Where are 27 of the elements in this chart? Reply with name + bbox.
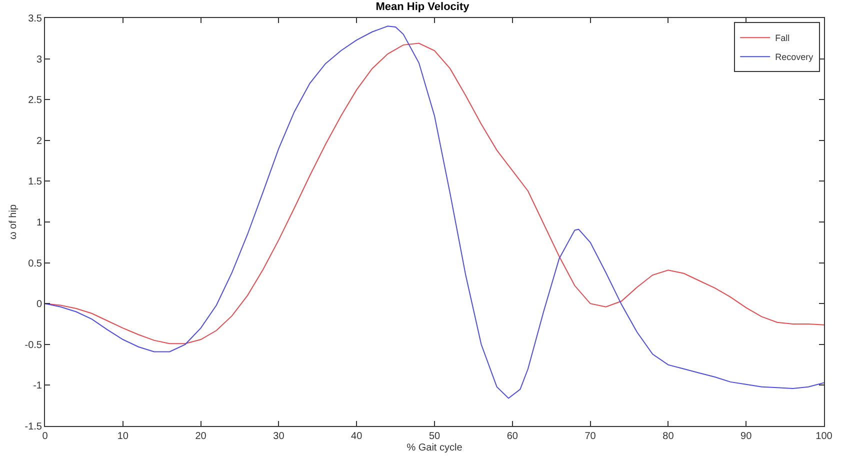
y-tick-label: 2	[36, 136, 42, 147]
x-axis-title: % Gait cycle	[406, 442, 463, 454]
x-tick-label: 50	[428, 431, 440, 442]
chart-title: Mean Hip Velocity	[376, 1, 470, 14]
x-tick-label: 40	[351, 431, 363, 442]
y-tick-label: 1.5	[28, 176, 42, 188]
x-tick-label: 30	[273, 431, 285, 442]
x-tick-label: 10	[117, 431, 129, 442]
y-tick-label: -1.5	[24, 422, 42, 432]
y-axis-title: ω of hip	[8, 204, 19, 240]
y-tick-label: 3	[36, 54, 42, 66]
line-series	[45, 26, 824, 399]
x-tick-label: 80	[662, 431, 674, 442]
legend-label: Recovery	[775, 52, 814, 62]
legend-label: Fall	[775, 33, 790, 44]
y-tick-label: 0	[36, 299, 42, 310]
x-tick-label: 90	[740, 431, 752, 442]
y-tick-label: -0.5	[24, 340, 42, 351]
x-tick-label: 70	[584, 431, 596, 442]
x-tick-label: 100	[816, 431, 833, 442]
y-tick-label: 3.5	[28, 14, 42, 24]
x-tick-label: 20	[195, 431, 207, 442]
y-tick-label: 1	[36, 218, 42, 228]
y-tick-label: 0.5	[28, 258, 42, 270]
x-tick-label: 60	[506, 431, 518, 442]
y-tick-label: -1	[33, 380, 42, 392]
y-tick-label: 2.5	[28, 95, 42, 106]
